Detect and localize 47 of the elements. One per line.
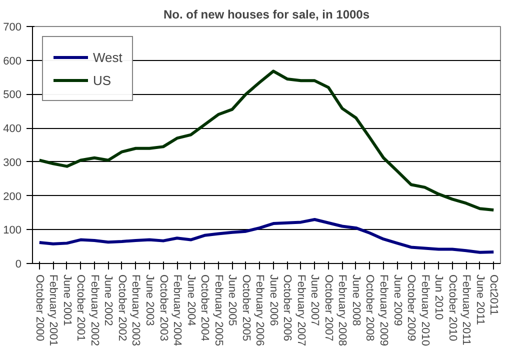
y-tick-label: 600 [3, 55, 22, 68]
x-tick-label: October 2003 [157, 274, 170, 342]
y-tick-label: 200 [3, 190, 22, 203]
y-tick-label: 300 [3, 156, 22, 169]
x-tick-label: June 2006 [267, 274, 280, 326]
y-tick-label: 100 [3, 224, 22, 237]
x-tick-label: June 2007 [308, 274, 321, 326]
x-tick-label: June 2009 [391, 274, 404, 326]
x-tick-label: October 2006 [281, 274, 294, 342]
x-tick-label: February 2002 [88, 274, 100, 346]
x-tick-label: February 2006 [254, 274, 266, 346]
x-tick-label: June 2004 [184, 274, 197, 326]
y-tick-label: 400 [3, 123, 22, 136]
x-tick-label: June 2008 [350, 274, 362, 326]
line-series [38, 70, 496, 212]
x-tick-label: February 2003 [130, 274, 142, 346]
x-tick-label: June 2002 [102, 274, 114, 326]
x-tick-label: February 2005 [212, 274, 224, 346]
y-tick-label: 500 [3, 89, 22, 102]
x-tick-label: February 2001 [47, 274, 60, 346]
x-tick-label: October 2001 [74, 274, 87, 342]
x-tick-label: June 2005 [226, 274, 238, 326]
x-tick-label: Jun 2010 [432, 274, 445, 320]
line-series [38, 218, 496, 254]
x-tick-label: October 2009 [405, 274, 418, 342]
x-tick-label: February 2010 [418, 274, 431, 346]
x-tick-label: October 2008 [364, 274, 376, 342]
x-tick-label: February 2004 [171, 274, 184, 346]
x-tick-label: October 2010 [446, 274, 458, 342]
legend-label: US [93, 72, 112, 88]
x-tick-label: October 2004 [198, 274, 211, 342]
chart-title: No. of new houses for sale, in 1000s [163, 8, 370, 22]
x-tick-label: February 2011 [460, 274, 472, 346]
x-tick-label: October 2007 [322, 274, 334, 342]
x-tick-label: June 2011 [474, 274, 486, 326]
x-tick-label: October 2000 [33, 274, 46, 342]
x-tick-label: June 2003 [144, 274, 156, 326]
x-tick-label: February 2008 [336, 274, 348, 346]
y-tick-label: 700 [3, 22, 22, 34]
x-tick-label: February 2007 [294, 274, 307, 346]
legend-label: West [93, 50, 122, 64]
x-tick-label: October 2002 [116, 274, 128, 342]
y-tick-label: 0 [15, 258, 22, 270]
x-tick-label: October 2005 [240, 274, 252, 342]
x-tick-label: February 2009 [378, 274, 390, 346]
x-tick-label: Oct2011 [488, 274, 500, 316]
x-tick-label: June 2001 [60, 274, 73, 326]
